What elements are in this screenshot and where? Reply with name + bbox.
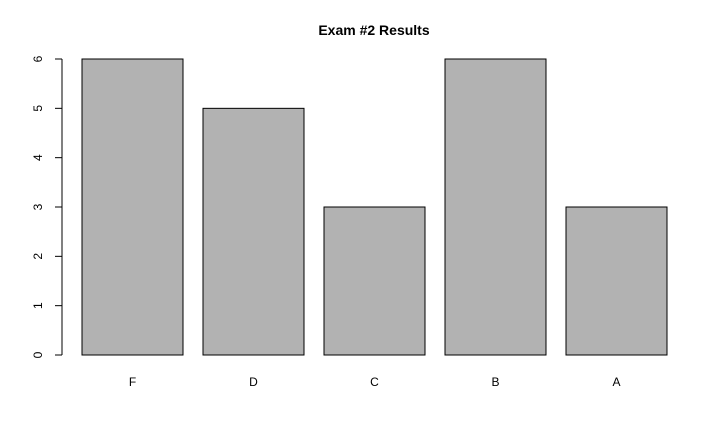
y-tick-label: 3 (31, 203, 45, 210)
chart-title: Exam #2 Results (318, 22, 429, 38)
bars (81, 58, 668, 356)
x-tick-label: C (370, 375, 379, 389)
x-tick-label: D (249, 375, 258, 389)
x-tick-label: A (612, 375, 620, 389)
x-tick-label: F (129, 375, 136, 389)
y-tick-label: 6 (31, 55, 45, 62)
bar-F (81, 58, 184, 356)
bar-D (202, 107, 305, 356)
y-axis: 0 1 2 3 4 5 6 (31, 55, 63, 358)
bar-B (444, 58, 547, 356)
bar-C (323, 206, 426, 356)
y-tick-label: 1 (31, 302, 45, 309)
x-tick-label: B (491, 375, 499, 389)
y-tick-label: 2 (31, 253, 45, 260)
y-tick-label: 0 (31, 351, 45, 358)
y-tick-label: 5 (31, 105, 45, 112)
y-tick-label: 4 (31, 154, 45, 161)
bar-A (565, 206, 668, 356)
